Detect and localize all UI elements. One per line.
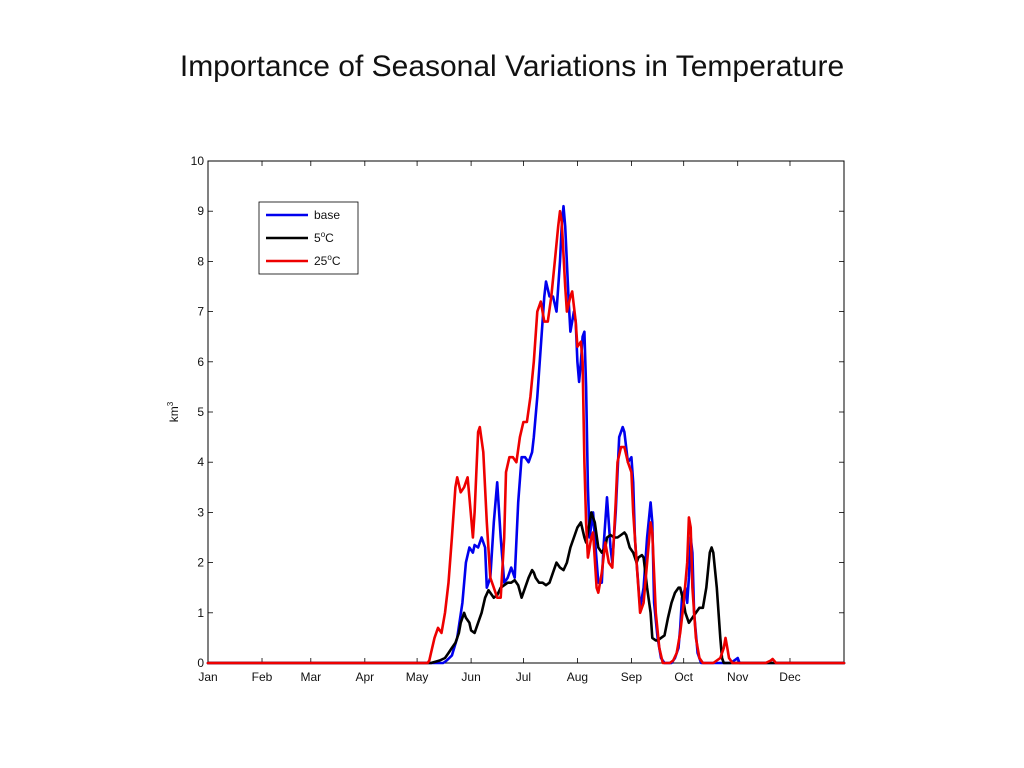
- y-tick-label: 6: [197, 355, 204, 369]
- legend-label: 5oC: [314, 230, 334, 245]
- x-axis: Jan Feb Mar Apr May Jun Jul Aug Sep Oct Nov Dec: [198, 161, 801, 684]
- x-tick-label: Jan: [198, 670, 217, 684]
- y-tick-label: 7: [197, 305, 204, 319]
- y-tick-label: 0: [197, 656, 204, 670]
- x-tick-label: Feb: [252, 670, 273, 684]
- legend: base 5oC 25oC: [258, 201, 359, 275]
- y-axis: 0 1 2 3 4 5 6 7 8 9 10: [191, 154, 844, 670]
- x-tick-label: Jun: [461, 670, 480, 684]
- x-tick-label: Nov: [727, 670, 748, 684]
- y-tick-label: 5: [197, 405, 204, 419]
- x-tick-label: May: [406, 670, 429, 684]
- series-line-5c: [206, 511, 846, 665]
- y-tick-label: 4: [197, 455, 204, 469]
- legend-label: 25oC: [314, 253, 341, 268]
- y-tick-label: 10: [191, 154, 205, 168]
- y-tick-label: 1: [197, 606, 204, 620]
- y-tick-label: 2: [197, 556, 204, 570]
- x-tick-label: Jul: [516, 670, 531, 684]
- x-tick-label: Sep: [621, 670, 643, 684]
- x-tick-label: Mar: [300, 670, 321, 684]
- x-tick-label: Aug: [567, 670, 588, 684]
- y-axis-label: km3: [166, 401, 181, 422]
- x-tick-label: Dec: [779, 670, 800, 684]
- slide-title: Importance of Seasonal Variations in Tem…: [179, 50, 845, 83]
- legend-label: base: [314, 208, 340, 222]
- series-lines: [206, 204, 846, 665]
- y-tick-label: 9: [197, 204, 204, 218]
- y-tick-label: 8: [197, 254, 204, 268]
- x-tick-label: Oct: [674, 670, 693, 684]
- x-tick-label: Apr: [355, 670, 374, 684]
- y-tick-label: 3: [197, 505, 204, 519]
- series-line-25c: [206, 209, 846, 665]
